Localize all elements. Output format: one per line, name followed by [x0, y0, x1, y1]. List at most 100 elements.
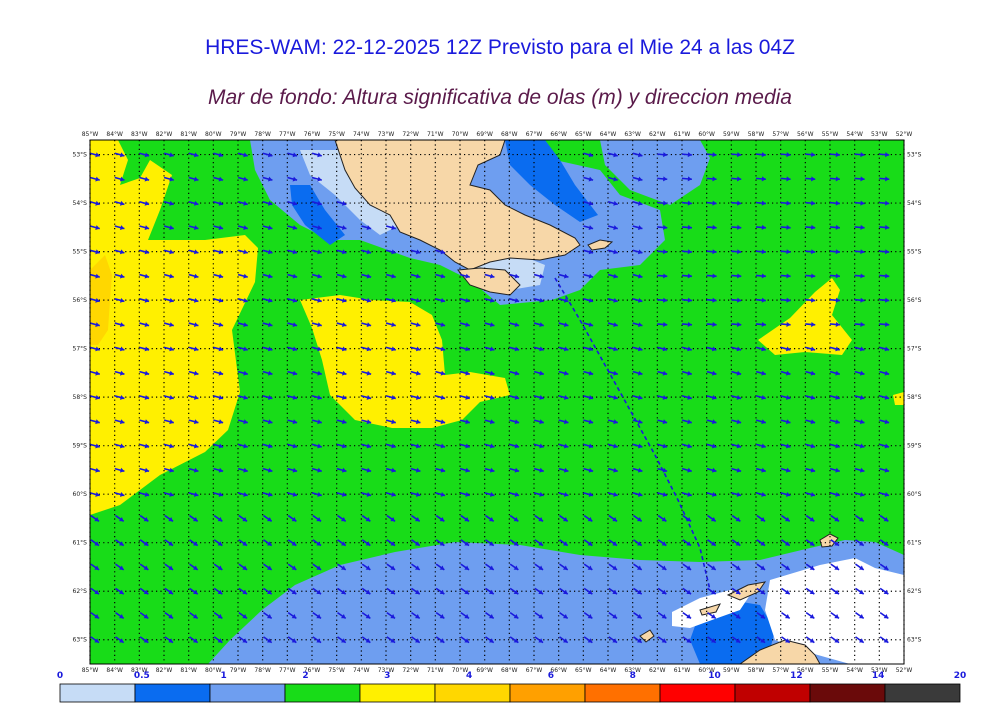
direction-arrow	[558, 346, 569, 352]
direction-arrow	[237, 394, 248, 400]
direction-arrow	[435, 563, 445, 571]
direction-arrow	[336, 200, 347, 206]
direction-arrow	[237, 419, 248, 425]
direction-arrow	[361, 587, 371, 595]
direction-arrow	[854, 370, 865, 376]
colorbar-label: 20	[954, 671, 967, 681]
page-subtitle: Mar de fondo: Altura significativa de ol…	[208, 86, 792, 109]
direction-arrow	[657, 394, 668, 400]
direction-arrow	[682, 587, 692, 595]
direction-arrow	[311, 346, 322, 352]
direction-arrow	[731, 467, 742, 473]
direction-arrow	[854, 200, 865, 206]
direction-arrow	[188, 394, 199, 400]
direction-arrow	[139, 152, 150, 158]
direction-arrow	[459, 492, 470, 497]
direction-arrow	[559, 636, 569, 644]
direction-arrow	[163, 370, 174, 376]
direction-arrow	[287, 394, 298, 400]
direction-arrow	[361, 346, 372, 352]
lon-tick-label: 64°W	[600, 131, 617, 138]
direction-arrow	[533, 273, 544, 279]
colorbar	[59, 683, 961, 703]
direction-arrow	[583, 563, 593, 571]
direction-arrow	[164, 563, 174, 571]
land-isla-estados	[587, 239, 614, 251]
direction-arrow	[114, 394, 125, 400]
direction-arrow	[262, 467, 273, 473]
direction-arrow	[830, 636, 840, 644]
lat-tick-label: 59°S	[907, 443, 922, 450]
direction-arrow	[411, 514, 421, 522]
direction-arrow	[114, 370, 125, 376]
direction-arrow	[336, 346, 347, 352]
direction-arrow	[460, 539, 470, 547]
direction-arrow	[805, 346, 816, 352]
direction-arrow	[337, 539, 347, 547]
direction-arrow	[114, 443, 125, 449]
direction-arrow	[755, 419, 766, 425]
direction-arrow	[385, 297, 396, 303]
direction-arrow	[781, 587, 791, 595]
direction-arrow	[780, 419, 791, 425]
direction-arrow	[312, 636, 322, 644]
direction-arrow	[805, 200, 816, 206]
direction-arrow	[854, 394, 865, 400]
direction-arrow	[558, 467, 569, 473]
direction-arrow	[287, 273, 298, 279]
direction-arrow	[262, 249, 273, 255]
direction-arrow	[706, 467, 717, 473]
direction-arrow	[139, 587, 149, 595]
direction-arrow	[312, 611, 322, 620]
colorbar-label: 8	[630, 671, 636, 681]
direction-arrow	[188, 370, 199, 376]
direction-arrow	[237, 152, 248, 158]
direction-arrow	[188, 419, 199, 425]
direction-arrow	[410, 394, 421, 400]
direction-arrow	[731, 346, 742, 352]
direction-arrow	[361, 539, 371, 547]
direction-arrow	[533, 346, 544, 352]
direction-arrow	[509, 587, 519, 595]
colorbar-labels: 0 0.5 1 2 3 4 6 8 10 12 14 20	[57, 671, 966, 681]
direction-arrow	[780, 321, 791, 327]
direction-arrow	[632, 225, 643, 231]
lon-tick-label: 77°W	[279, 131, 296, 138]
direction-arrow	[163, 176, 174, 182]
direction-arrow	[337, 636, 347, 644]
direction-arrow	[287, 636, 297, 644]
lon-tick-label: 79°W	[230, 667, 247, 674]
lon-tick-label: 60°W	[698, 667, 715, 674]
lat-tick-label: 56°S	[907, 297, 922, 304]
direction-arrow	[262, 176, 273, 182]
colorbar-swatch	[584, 683, 661, 703]
lon-tick-label: 71°W	[427, 131, 444, 138]
direction-arrow	[459, 297, 470, 303]
direction-arrow	[139, 443, 150, 449]
direction-arrow	[163, 225, 174, 231]
direction-arrow	[115, 514, 125, 522]
direction-arrow	[262, 225, 273, 231]
direction-arrow	[534, 539, 544, 547]
direction-arrow	[237, 492, 248, 497]
direction-arrow	[484, 419, 495, 425]
direction-arrow	[139, 419, 150, 425]
direction-arrow	[780, 346, 791, 352]
direction-arrow	[509, 273, 520, 279]
lon-tick-label: 57°W	[772, 667, 789, 674]
direction-arrow	[188, 443, 199, 449]
direction-arrow	[411, 587, 421, 595]
direction-arrow	[459, 346, 470, 352]
direction-arrow	[533, 322, 544, 328]
direction-arrow	[681, 467, 692, 473]
direction-arrow	[336, 394, 347, 400]
direction-arrow	[263, 636, 273, 644]
direction-arrow	[213, 152, 224, 158]
lon-tick-label: 67°W	[526, 131, 543, 138]
direction-arrow	[706, 152, 717, 158]
lon-tick-label: 83°W	[131, 131, 148, 138]
lat-tick-label: 54°S	[907, 200, 922, 207]
direction-arrow	[706, 200, 717, 206]
direction-arrow	[830, 587, 840, 595]
direction-arrow	[781, 514, 791, 522]
